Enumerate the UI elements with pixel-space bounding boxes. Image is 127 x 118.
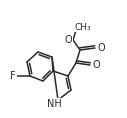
Text: F: F bbox=[10, 71, 16, 81]
Text: O: O bbox=[97, 43, 105, 53]
Text: O: O bbox=[92, 60, 100, 70]
Text: CH₃: CH₃ bbox=[75, 23, 91, 32]
Text: O: O bbox=[64, 35, 72, 45]
Text: NH: NH bbox=[47, 99, 61, 109]
